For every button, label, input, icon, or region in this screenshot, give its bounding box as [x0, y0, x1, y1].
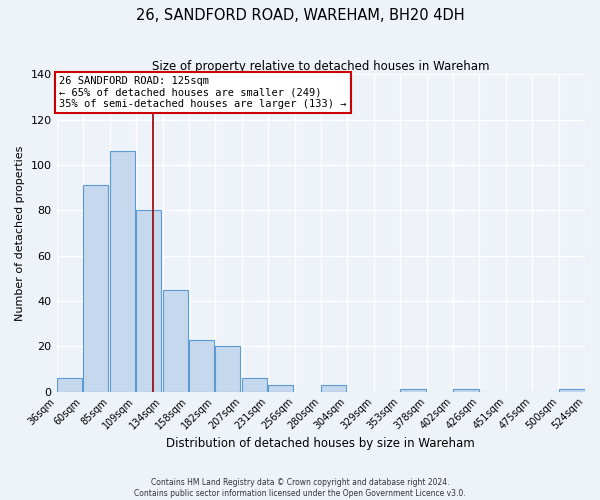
Bar	[321, 385, 346, 392]
Bar	[215, 346, 241, 392]
Y-axis label: Number of detached properties: Number of detached properties	[15, 145, 25, 320]
Text: 26, SANDFORD ROAD, WAREHAM, BH20 4DH: 26, SANDFORD ROAD, WAREHAM, BH20 4DH	[136, 8, 464, 22]
X-axis label: Distribution of detached houses by size in Wareham: Distribution of detached houses by size …	[166, 437, 475, 450]
Title: Size of property relative to detached houses in Wareham: Size of property relative to detached ho…	[152, 60, 490, 73]
Bar	[189, 340, 214, 392]
Bar	[83, 186, 108, 392]
Bar	[242, 378, 268, 392]
Bar	[400, 390, 425, 392]
Text: Contains HM Land Registry data © Crown copyright and database right 2024.
Contai: Contains HM Land Registry data © Crown c…	[134, 478, 466, 498]
Bar	[453, 390, 479, 392]
Text: 26 SANDFORD ROAD: 125sqm
← 65% of detached houses are smaller (249)
35% of semi-: 26 SANDFORD ROAD: 125sqm ← 65% of detach…	[59, 76, 347, 109]
Bar	[136, 210, 161, 392]
Bar	[57, 378, 82, 392]
Bar	[559, 390, 585, 392]
Bar	[268, 385, 293, 392]
Bar	[163, 290, 188, 392]
Bar	[110, 152, 136, 392]
